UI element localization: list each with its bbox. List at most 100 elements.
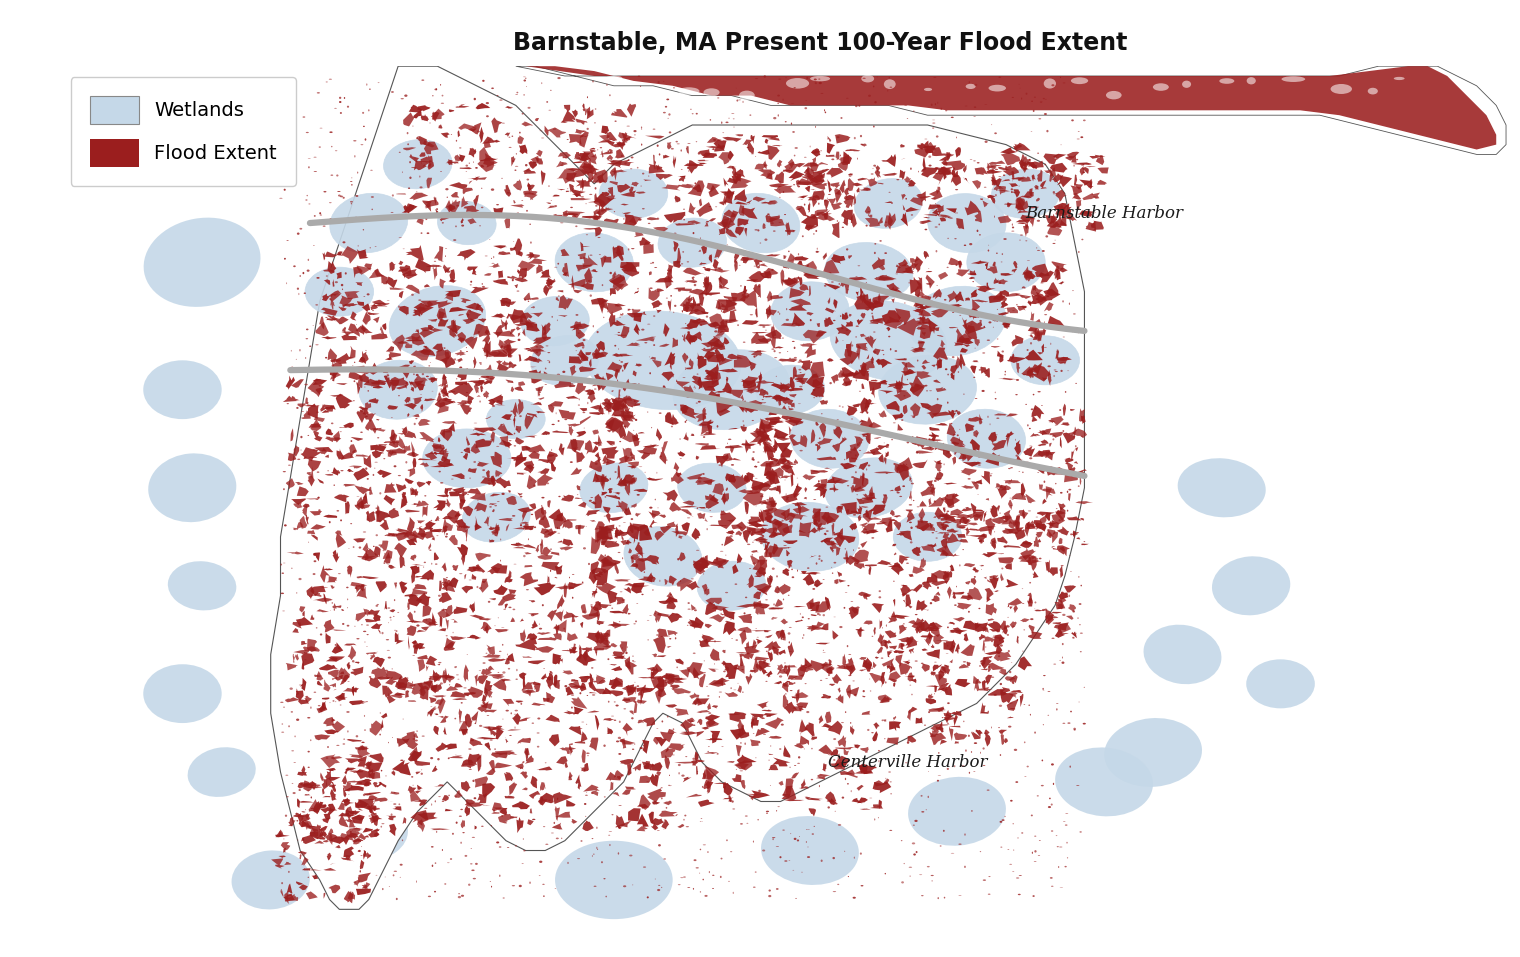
Polygon shape [511,543,524,546]
Polygon shape [622,604,629,614]
Polygon shape [593,212,599,226]
Ellipse shape [763,76,766,78]
Polygon shape [418,458,438,460]
Polygon shape [1021,154,1024,165]
Polygon shape [620,414,637,422]
Ellipse shape [853,897,856,899]
Ellipse shape [1050,804,1053,806]
Ellipse shape [947,510,948,512]
Polygon shape [1037,512,1055,516]
Ellipse shape [869,321,872,323]
Ellipse shape [777,95,780,97]
Polygon shape [547,284,553,290]
Ellipse shape [581,840,582,842]
Ellipse shape [1082,171,1085,173]
Ellipse shape [537,732,540,733]
Polygon shape [357,497,365,509]
Ellipse shape [347,587,348,589]
Polygon shape [369,304,388,306]
Polygon shape [491,118,503,133]
Polygon shape [505,320,508,330]
Polygon shape [777,522,790,537]
Polygon shape [1012,625,1015,627]
Ellipse shape [462,492,530,542]
Ellipse shape [482,826,483,827]
Polygon shape [907,180,917,187]
Polygon shape [526,322,540,332]
Polygon shape [986,266,997,274]
Polygon shape [413,584,427,590]
Ellipse shape [819,679,822,680]
Polygon shape [728,389,743,398]
Polygon shape [769,184,789,188]
Polygon shape [585,352,591,355]
Polygon shape [508,276,518,279]
Ellipse shape [866,412,868,413]
Ellipse shape [409,176,412,179]
Ellipse shape [684,421,686,423]
Polygon shape [953,628,962,633]
Polygon shape [371,428,386,432]
Polygon shape [340,672,344,675]
Polygon shape [1031,285,1043,297]
Ellipse shape [1081,136,1084,138]
Polygon shape [336,393,353,409]
Polygon shape [1091,192,1100,199]
Polygon shape [350,785,353,788]
Polygon shape [298,812,304,824]
Polygon shape [476,737,500,740]
Polygon shape [628,308,631,311]
Polygon shape [371,812,377,818]
Polygon shape [1008,520,1015,529]
Ellipse shape [298,458,301,460]
Polygon shape [765,641,781,652]
Ellipse shape [947,402,948,404]
Polygon shape [879,800,882,809]
Polygon shape [903,509,914,512]
Polygon shape [634,323,640,335]
Polygon shape [430,376,438,383]
Polygon shape [403,817,406,824]
Polygon shape [505,575,512,583]
Ellipse shape [828,317,831,319]
Polygon shape [534,583,556,595]
Polygon shape [689,693,699,699]
Polygon shape [1000,732,1005,745]
Polygon shape [1015,515,1020,530]
Polygon shape [406,339,423,342]
Polygon shape [512,546,526,548]
Polygon shape [351,368,368,371]
Ellipse shape [605,208,606,210]
Polygon shape [821,623,828,631]
Polygon shape [395,436,406,449]
Ellipse shape [1026,93,1028,95]
Polygon shape [831,443,841,452]
Polygon shape [620,324,629,338]
Polygon shape [459,154,465,162]
Polygon shape [1056,357,1072,361]
Polygon shape [524,755,534,764]
Polygon shape [719,152,730,165]
Ellipse shape [793,87,796,88]
Ellipse shape [952,498,955,500]
Polygon shape [699,821,702,822]
Polygon shape [464,664,468,682]
Polygon shape [749,524,762,526]
Polygon shape [781,460,795,476]
Ellipse shape [854,137,856,140]
Ellipse shape [838,883,839,885]
Polygon shape [783,388,803,391]
Polygon shape [477,461,489,467]
Polygon shape [482,783,496,798]
Polygon shape [863,620,872,625]
Polygon shape [673,223,696,226]
Polygon shape [898,555,909,565]
Ellipse shape [353,660,354,662]
Polygon shape [745,644,760,655]
Ellipse shape [988,250,990,252]
Polygon shape [351,437,363,441]
Polygon shape [648,676,664,679]
Polygon shape [965,526,970,535]
Polygon shape [798,707,804,712]
Polygon shape [597,554,614,565]
